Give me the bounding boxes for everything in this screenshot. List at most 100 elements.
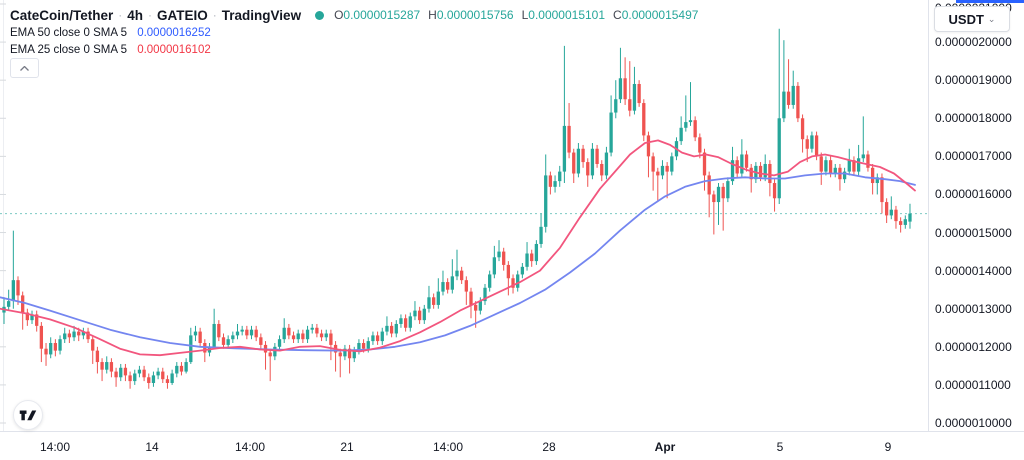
candle-body bbox=[777, 118, 781, 199]
candle-body bbox=[268, 352, 272, 357]
candle-body bbox=[642, 103, 646, 136]
candle-body bbox=[175, 365, 179, 374]
open-value: 0.0000015287 bbox=[343, 8, 421, 22]
candle-body bbox=[198, 331, 202, 344]
indicator-legend-ema25[interactable]: EMA 25 close 0 SMA 5 0.0000016102 bbox=[10, 44, 211, 56]
time-tick-label: 14:00 bbox=[39, 440, 71, 454]
candle-body bbox=[189, 335, 193, 363]
candle-body bbox=[894, 209, 898, 222]
candle-body bbox=[740, 154, 744, 174]
candle-body bbox=[651, 156, 655, 172]
candle-body bbox=[889, 209, 893, 216]
candle-body bbox=[156, 371, 160, 376]
candle-body bbox=[810, 135, 814, 149]
candle-body bbox=[684, 122, 688, 128]
candle-body bbox=[712, 194, 716, 203]
low-key: L bbox=[521, 8, 529, 22]
price-tick-label: 0.0000013000 bbox=[935, 301, 1012, 316]
candle-body bbox=[277, 339, 282, 347]
candle-body bbox=[688, 120, 693, 123]
candle-body bbox=[324, 333, 328, 338]
candle-body bbox=[702, 152, 707, 176]
candlestick-plot[interactable] bbox=[0, 0, 928, 431]
time-tick-label: 14:00 bbox=[234, 440, 266, 454]
candle-body bbox=[231, 335, 235, 340]
candle-body bbox=[81, 331, 86, 336]
candle-body bbox=[310, 327, 314, 330]
candle-body bbox=[618, 78, 623, 100]
candle-body bbox=[665, 165, 669, 172]
tradingview-logo[interactable] bbox=[13, 400, 43, 430]
candle-body bbox=[656, 171, 660, 176]
candle-body bbox=[478, 301, 482, 311]
candle-body bbox=[796, 85, 800, 119]
candle-body bbox=[259, 337, 263, 345]
open-key: O bbox=[334, 8, 344, 22]
candle-body bbox=[217, 323, 221, 338]
candle-body bbox=[128, 375, 132, 382]
candle-body bbox=[819, 156, 823, 172]
candle-body bbox=[165, 379, 170, 384]
ema25-value: 0.0000016102 bbox=[137, 44, 211, 56]
exchange-label[interactable]: GATEIO bbox=[157, 7, 208, 23]
candle-body bbox=[474, 304, 478, 311]
collapse-legend-button[interactable] bbox=[10, 58, 39, 78]
time-tick-label: 14 bbox=[145, 440, 159, 454]
price-tick-label: 0.0000016000 bbox=[935, 187, 1012, 202]
candle-body bbox=[446, 282, 450, 290]
candle-body bbox=[436, 291, 440, 305]
candle-body bbox=[385, 325, 389, 332]
candle-body bbox=[758, 165, 763, 178]
high-key: H bbox=[428, 8, 437, 22]
candle-body bbox=[301, 333, 305, 340]
candle-body bbox=[525, 253, 529, 267]
candle-body bbox=[16, 280, 20, 296]
currency-selector-button[interactable]: USDT ⌄ bbox=[934, 6, 1010, 32]
candle-body bbox=[828, 160, 833, 174]
candle-body bbox=[679, 127, 683, 142]
candle-body bbox=[716, 186, 721, 203]
candle-body bbox=[109, 362, 114, 372]
candle-body bbox=[287, 327, 291, 336]
price-tick-label: 0.0000011000 bbox=[935, 377, 1011, 392]
candle-body bbox=[861, 154, 865, 159]
candle-body bbox=[450, 276, 454, 290]
candle-body bbox=[502, 251, 506, 265]
candle-body bbox=[422, 308, 426, 321]
candle-body bbox=[338, 352, 342, 357]
candle-body bbox=[58, 339, 62, 351]
candle-body bbox=[852, 160, 856, 172]
candle-body bbox=[805, 139, 809, 149]
time-tick-label: 9 bbox=[884, 440, 892, 454]
price-tick-label: 0.0000014000 bbox=[935, 263, 1012, 278]
candle-body bbox=[595, 148, 599, 164]
candle-body bbox=[249, 329, 254, 336]
ema50-label: EMA 50 close 0 SMA 5 bbox=[10, 27, 127, 39]
candle-body bbox=[637, 83, 641, 104]
chevron-down-icon: ⌄ bbox=[987, 13, 996, 24]
ema25-line bbox=[0, 139, 916, 357]
candle-body bbox=[291, 335, 296, 340]
time-axis[interactable]: 14:00 14 14:00 21 14:00 28 Apr 5 9 bbox=[0, 431, 1024, 460]
platform-label[interactable]: TradingView bbox=[221, 7, 302, 23]
candle-body bbox=[375, 335, 380, 342]
interval-label[interactable]: 4h bbox=[127, 7, 144, 23]
candle-body bbox=[441, 282, 445, 292]
candle-body bbox=[179, 365, 184, 372]
candle-body bbox=[488, 274, 492, 288]
candle-body bbox=[567, 125, 571, 153]
candle-body bbox=[11, 280, 15, 302]
candle-body bbox=[726, 181, 730, 199]
candle-body bbox=[670, 156, 674, 172]
price-tick-label: 0.0000012000 bbox=[935, 339, 1012, 354]
candle-body bbox=[581, 148, 585, 163]
candle-body bbox=[95, 350, 100, 363]
price-axis[interactable]: 0.00000210000.00000200000.00000190000.00… bbox=[928, 0, 1024, 431]
candle-body bbox=[193, 331, 198, 336]
candle-body bbox=[44, 348, 48, 355]
candle-body bbox=[151, 375, 156, 384]
candle-body bbox=[417, 310, 422, 321]
indicator-legend-ema50[interactable]: EMA 50 close 0 SMA 5 0.0000016252 bbox=[10, 27, 211, 39]
symbol-name[interactable]: CateCoin/Tether bbox=[10, 7, 114, 23]
candle-body bbox=[520, 266, 525, 275]
